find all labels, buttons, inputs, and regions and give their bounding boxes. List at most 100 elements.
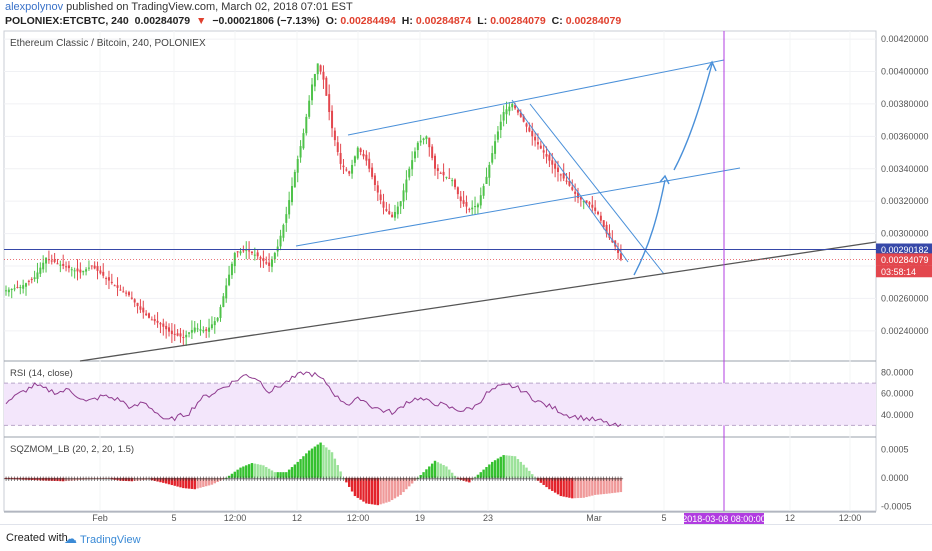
squeeze-dot: + (572, 475, 578, 483)
candle-body (579, 197, 582, 200)
candle-body (416, 142, 419, 151)
squeeze-dot: + (352, 475, 358, 483)
candle-body (368, 158, 371, 169)
momentum-bar (245, 465, 248, 478)
squeeze-dot: + (601, 475, 607, 483)
momentum-bar (227, 475, 231, 478)
candle-body (342, 165, 345, 168)
candle-body (402, 190, 405, 202)
price-axis-badge (876, 243, 932, 256)
candle-body (93, 265, 96, 269)
momentum-bar (222, 477, 225, 480)
candle-body (230, 263, 233, 276)
momentum-bar (302, 456, 305, 478)
squeeze-dot: + (403, 475, 409, 483)
momentum-bar (79, 477, 82, 480)
date-marker-label: 2018-03-08 08:00:00 (682, 514, 766, 524)
momentum-bar (508, 455, 511, 478)
candle-body (225, 285, 228, 299)
momentum-bar (608, 477, 611, 494)
momentum-bar (491, 461, 494, 478)
momentum-bar (7, 477, 11, 480)
momentum-bar (116, 477, 119, 481)
candle-body (145, 313, 148, 316)
candle-body (353, 156, 356, 163)
squeeze-dot: + (135, 475, 141, 483)
candle-body (336, 142, 339, 153)
squeeze-dot: + (449, 475, 455, 483)
squeeze-dot: + (484, 475, 490, 483)
momentum-bar (576, 477, 580, 499)
momentum-bar (259, 464, 262, 478)
momentum-bar (307, 450, 311, 478)
squeeze-dot: + (607, 475, 613, 483)
squeeze-dot: + (200, 475, 206, 483)
symbol-name[interactable]: POLONIEX:ETCBTC, 240 (5, 15, 129, 27)
momentum-bar (376, 477, 379, 506)
candle-body (522, 115, 525, 122)
candle-body (179, 333, 182, 337)
momentum-tick-label: 0.0005 (881, 444, 909, 454)
momentum-bar (265, 467, 268, 478)
candle-body (162, 323, 165, 327)
time-tick-label: Mar (586, 513, 602, 523)
momentum-bar (345, 477, 348, 483)
momentum-bar (322, 444, 325, 478)
momentum-bar (19, 477, 22, 480)
momentum-bar (142, 477, 145, 481)
squeeze-dot: + (381, 475, 387, 483)
candle-body (299, 146, 302, 158)
candle-body (562, 172, 565, 179)
momentum-bar (250, 463, 254, 478)
chart-background (0, 0, 932, 525)
momentum-bar (388, 477, 391, 502)
candle-body (236, 251, 239, 253)
candle-body (528, 127, 531, 132)
author-link[interactable]: alexpolynov (5, 1, 64, 13)
candle-body (5, 290, 7, 292)
squeeze-dot: + (486, 475, 492, 483)
momentum-bar (87, 477, 91, 480)
price-tick-label: 0.00360000 (881, 131, 929, 141)
squeeze-dot: + (126, 475, 132, 483)
candle-body (16, 286, 19, 288)
candle-body (499, 121, 502, 130)
squeeze-dot: + (49, 475, 55, 483)
squeeze-dot: + (69, 475, 75, 483)
squeeze-dot: + (546, 475, 552, 483)
squeeze-dot: + (63, 475, 69, 483)
squeeze-dot: + (321, 475, 327, 483)
squeeze-dot: + (432, 475, 438, 483)
candle-body (599, 215, 602, 221)
momentum-bar (176, 477, 179, 487)
high-label: H: (401, 15, 413, 27)
momentum-bar (53, 477, 56, 481)
squeeze-dot: + (278, 475, 284, 483)
low-value: 0.00284079 (490, 15, 546, 27)
candle-body (13, 288, 16, 290)
squeeze-dot: + (112, 475, 118, 483)
chart-canvas[interactable]: 0.00420000 0.00400000 0.00380000 0.00360000… (0, 0, 932, 525)
tradingview-logo[interactable]: ☁ TradingView (64, 531, 141, 547)
squeeze-dot: + (57, 475, 63, 483)
momentum-bar (516, 459, 520, 478)
squeeze-dot: + (206, 475, 212, 483)
squeeze-dot: + (372, 475, 378, 483)
squeeze-dot: + (615, 475, 621, 483)
candle-body (382, 201, 385, 208)
squeeze-dot: + (29, 475, 35, 483)
price-tick-label: 0.00380000 (881, 99, 929, 109)
candle-body (356, 147, 359, 159)
momentum-bar (368, 477, 371, 504)
momentum-bar (4, 477, 8, 479)
momentum-bar (216, 477, 219, 482)
squeeze-dot: + (532, 475, 538, 483)
time-tick-label: 23 (483, 513, 493, 523)
squeeze-dot: + (518, 475, 524, 483)
candle-body (434, 155, 436, 169)
candle-body (27, 280, 30, 282)
squeeze-dot: + (349, 475, 355, 483)
candle-body (551, 160, 554, 165)
squeeze-dot: + (338, 475, 344, 483)
momentum-bar (342, 477, 345, 479)
